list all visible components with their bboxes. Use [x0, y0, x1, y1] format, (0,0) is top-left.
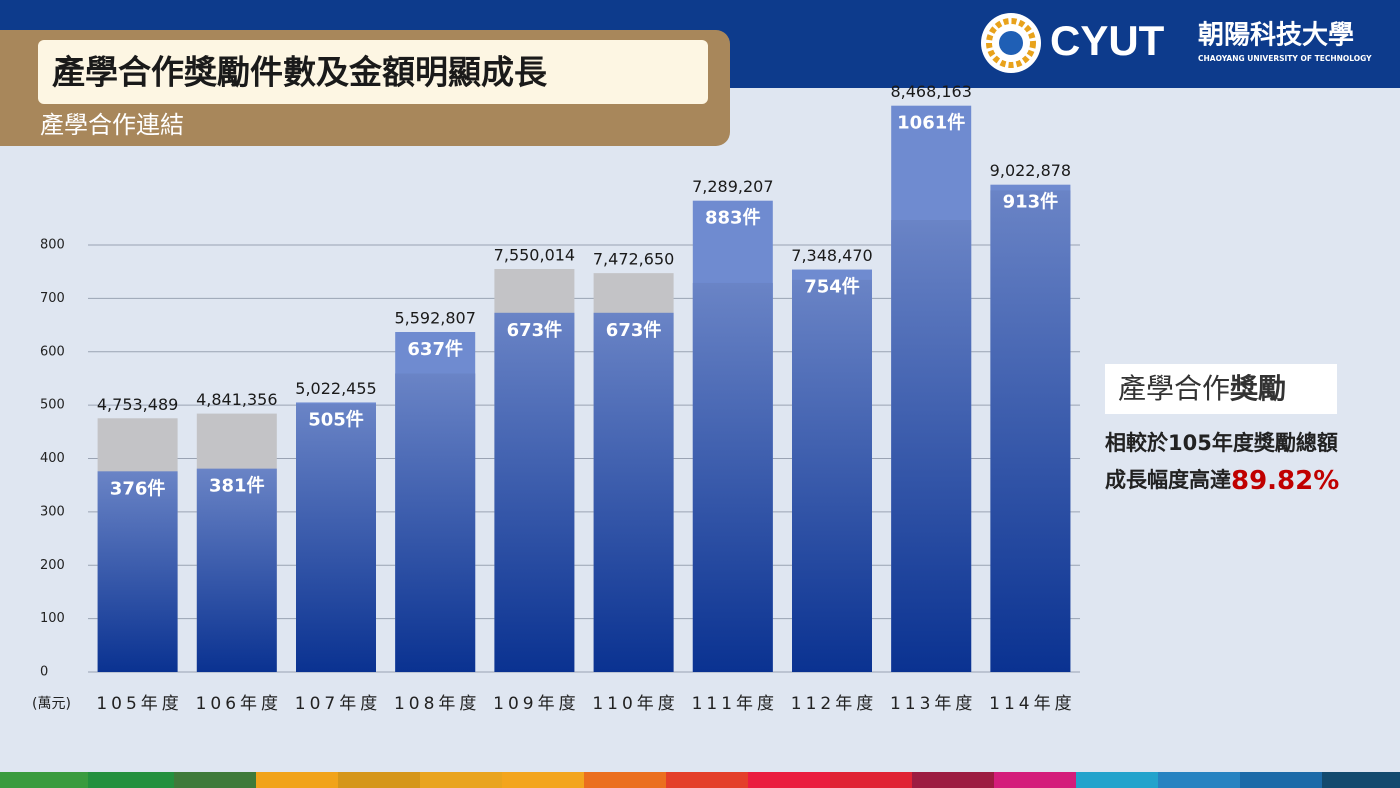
count-label: 637件	[407, 338, 463, 360]
bar	[97, 471, 178, 672]
amount-label: 7,348,470	[791, 246, 872, 265]
count-label: 754件	[804, 276, 860, 298]
bar	[792, 279, 872, 672]
bar	[296, 403, 376, 672]
x-tick-label: 112年度	[791, 694, 877, 714]
y-tick-label: 300	[40, 504, 65, 519]
bar	[593, 312, 674, 672]
logo-gear	[986, 18, 1036, 68]
y-axis-unit: (萬元)	[32, 696, 71, 712]
bar	[494, 312, 575, 672]
y-tick-label: 0	[40, 665, 48, 680]
count-label: 505件	[308, 408, 364, 430]
bottom-stripe	[0, 772, 1400, 788]
count-label: 376件	[110, 477, 166, 499]
bar	[692, 282, 773, 672]
note-heading: 產學合作獎勵	[1118, 372, 1286, 405]
note-highlight: 89.82%	[1231, 466, 1339, 496]
y-tick-label: 700	[40, 291, 65, 306]
amount-label: 7,289,207	[692, 177, 773, 196]
amount-label: 4,753,489	[97, 395, 178, 414]
bar	[395, 373, 476, 672]
note-heading-a: 產學合作	[1118, 372, 1230, 405]
count-label: 673件	[507, 319, 563, 341]
logo-english: CHAOYANG UNIVERSITY OF TECHNOLOGY	[1198, 54, 1372, 63]
note-line: 相較於105年度獎勵總額	[1105, 431, 1338, 455]
y-tick-label: 400	[40, 451, 65, 466]
count-label: 913件	[1003, 191, 1059, 213]
x-tick-label: 107年度	[295, 694, 381, 714]
bar	[990, 190, 1071, 673]
bar	[891, 220, 972, 673]
chart-title: 產學合作獎勵件數及金額明顯成長	[52, 53, 548, 92]
count-label: 673件	[606, 319, 662, 341]
x-tick-label: 110年度	[592, 694, 678, 714]
subtitle: 產學合作連結	[40, 111, 184, 139]
note-heading-b: 獎勵	[1230, 372, 1286, 405]
amount-label: 7,550,014	[494, 246, 575, 265]
bar	[196, 468, 277, 672]
y-tick-label: 200	[40, 558, 65, 573]
count-label: 1061件	[897, 112, 965, 134]
note-line: 成長幅度高達	[1105, 468, 1231, 492]
amount-label: 8,468,163	[890, 82, 971, 101]
x-tick-label: 111年度	[692, 694, 778, 714]
logo-core	[999, 31, 1023, 55]
amount-label: 9,022,878	[990, 161, 1071, 180]
x-tick-label: 109年度	[493, 694, 579, 714]
y-tick-label: 100	[40, 611, 65, 626]
amount-label: 4,841,356	[196, 390, 277, 409]
x-tick-label: 105年度	[96, 694, 182, 714]
x-tick-label: 106年度	[196, 694, 282, 714]
count-label: 883件	[705, 207, 761, 229]
count-label: 381件	[209, 475, 265, 497]
note-line: 成長幅度高達89.82%	[1105, 466, 1339, 496]
amount-label: 7,472,650	[593, 250, 674, 269]
y-tick-label: 600	[40, 344, 65, 359]
logo-chinese: 朝陽科技大學	[1198, 20, 1354, 51]
x-tick-label: 113年度	[890, 694, 976, 714]
y-tick-label: 500	[40, 398, 65, 413]
note-box	[1105, 364, 1337, 414]
y-tick-label: 800	[40, 238, 65, 253]
x-tick-label: 114年度	[989, 694, 1075, 714]
title-box	[38, 40, 708, 104]
amount-label: 5,022,455	[295, 379, 376, 398]
logo-name: CYUT	[1050, 17, 1165, 64]
amount-label: 5,592,807	[394, 309, 475, 328]
x-tick-label: 108年度	[394, 694, 480, 714]
